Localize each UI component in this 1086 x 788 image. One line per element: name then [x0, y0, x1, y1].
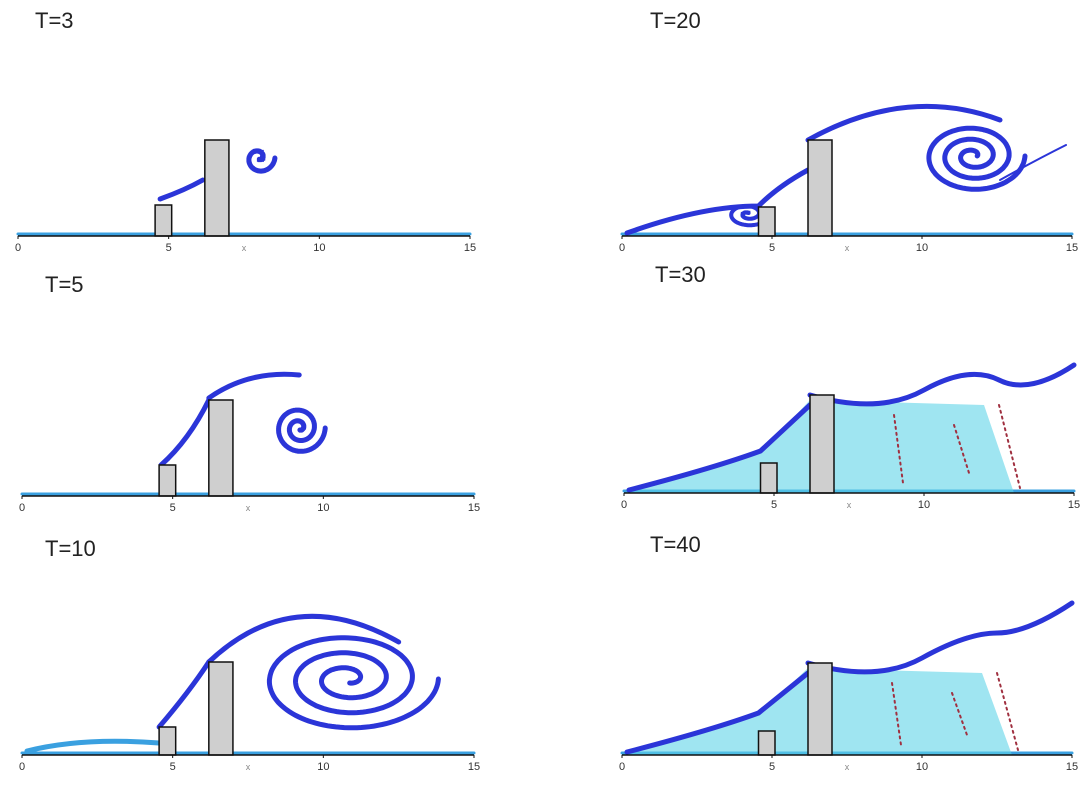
vortex [206, 613, 402, 665]
tick-label: 10 [916, 761, 928, 773]
tall-obstacle [807, 139, 833, 237]
flow [20, 371, 476, 496]
flow [620, 600, 1075, 755]
wake-edge [626, 402, 813, 493]
tick-label: 0 [619, 761, 625, 773]
panel-title: T=10 [45, 536, 96, 561]
tick-label: 0 [621, 499, 627, 511]
tick-label: 0 [19, 761, 25, 773]
tick-label: 10 [916, 242, 928, 254]
flow [20, 613, 476, 755]
panel: T=3 0 5 10 15 x [15, 8, 476, 254]
vortex [206, 371, 302, 401]
vortex [805, 103, 1003, 143]
wake-edge [624, 670, 811, 755]
tick-label: 15 [468, 502, 480, 514]
shear-layer [158, 397, 212, 468]
tick-label: 0 [19, 502, 25, 514]
tick-label: 15 [464, 242, 476, 254]
short-obstacle [757, 730, 776, 756]
tick-label: 5 [166, 242, 172, 254]
short-obstacle [757, 206, 776, 237]
vortex [246, 148, 278, 174]
panel: T=30 0 5 10 15 x [621, 262, 1080, 511]
x-axis-label: x [847, 500, 852, 510]
filament [999, 144, 1067, 181]
short-obstacle [158, 726, 177, 756]
tick-label: 0 [619, 242, 625, 254]
panel-title: T=40 [650, 532, 701, 557]
tick-label: 5 [170, 502, 176, 514]
vortex [266, 635, 441, 731]
tall-obstacle [208, 399, 234, 497]
panel-title: T=3 [35, 8, 74, 33]
x-axis-label: x [246, 762, 251, 772]
x-axis-label: x [246, 503, 251, 513]
panel: T=10 0 5 10 15 x [19, 536, 480, 773]
shear-layer [807, 362, 1077, 407]
tick-label: 15 [468, 761, 480, 773]
shear-layer [156, 659, 212, 730]
shear-layer [157, 177, 206, 202]
debris [893, 404, 1021, 489]
panel: T=20 0 5 10 15 x [619, 8, 1078, 254]
tick-label: 15 [1068, 499, 1080, 511]
panel: T=40 0 5 10 15 x [619, 532, 1078, 773]
flow [622, 362, 1077, 493]
x-axis-label: x [242, 243, 247, 253]
debris [891, 672, 1019, 751]
flow [16, 148, 472, 236]
panel-title: T=5 [45, 272, 84, 297]
panel-title: T=20 [650, 8, 701, 33]
x-axis-label: x [845, 243, 850, 253]
x-axis-label: x [845, 762, 850, 772]
tick-label: 5 [769, 761, 775, 773]
flow [620, 103, 1074, 236]
tick-label: 5 [771, 499, 777, 511]
tick-label: 10 [313, 242, 325, 254]
panel-title: T=30 [655, 262, 706, 287]
tick-label: 10 [317, 502, 329, 514]
wake-eddy [729, 204, 773, 228]
tick-label: 15 [1066, 242, 1078, 254]
wake [624, 167, 811, 236]
tick-label: 10 [918, 499, 930, 511]
tick-label: 5 [170, 761, 176, 773]
panel: T=5 0 5 10 15 x [19, 272, 480, 514]
tick-label: 5 [769, 242, 775, 254]
short-obstacle [158, 464, 177, 497]
tall-obstacle [208, 661, 234, 756]
shear-layer [805, 600, 1075, 675]
short-obstacle [759, 462, 778, 494]
tick-label: 10 [317, 761, 329, 773]
ground-flow [24, 738, 162, 754]
tall-obstacle [809, 394, 835, 494]
tall-obstacle [807, 662, 833, 756]
vortex [276, 407, 328, 454]
vortex [926, 125, 1028, 192]
tall-obstacle [204, 139, 230, 237]
tick-label: 15 [1066, 761, 1078, 773]
short-obstacle [154, 204, 173, 237]
tick-label: 0 [15, 242, 21, 254]
